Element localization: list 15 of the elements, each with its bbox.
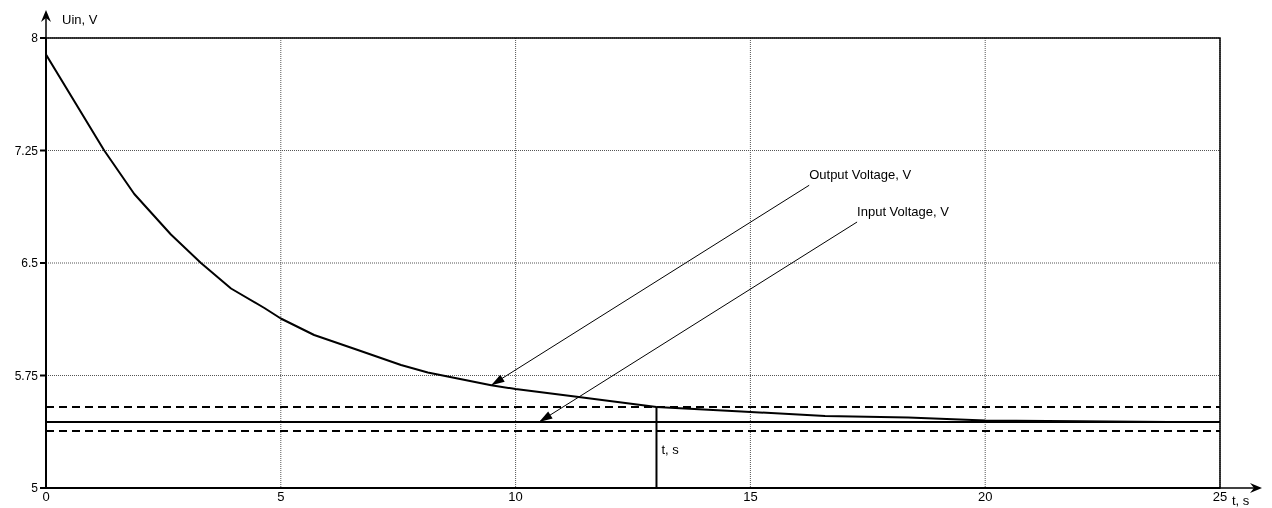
y-tick-label: 6.5 [21,256,39,271]
x-tick-label: 10 [508,489,523,505]
x-axis-title: t, s [1232,493,1250,508]
y-tick-label: 5.75 [14,368,39,383]
y-tick-label: 7.25 [14,143,39,158]
x-tick-label: 5 [277,489,285,505]
x-tick-label: 20 [977,489,993,505]
annotation: Input Voltage, V [857,204,950,219]
y-tick-label: 8 [31,31,39,46]
annotation: Output Voltage, V [809,167,912,183]
y-axis-title: Uin, V [62,12,98,27]
x-tick-label: 25 [1212,489,1228,505]
ref-line-label: t, s [661,442,680,457]
x-tick-label: 15 [743,489,758,505]
x-tick-label: 0 [42,489,50,505]
